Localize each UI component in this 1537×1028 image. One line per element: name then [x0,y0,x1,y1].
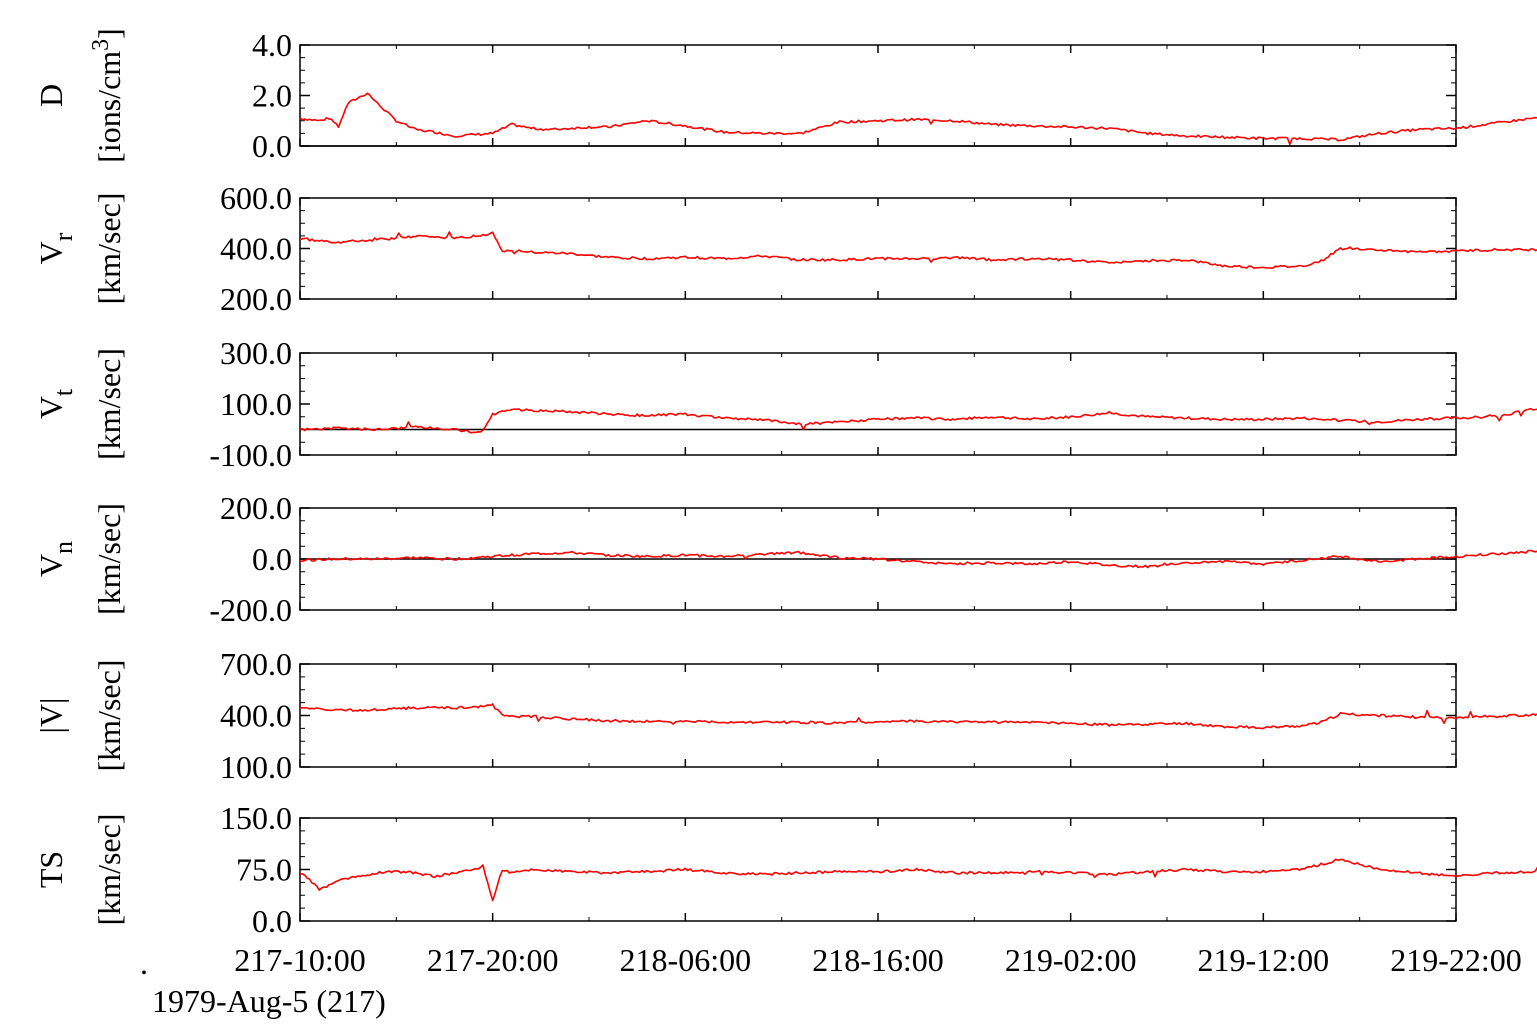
plot-frame [299,352,1457,456]
y-tick-label: -100.0 [209,437,292,473]
y-tick-label: 400.0 [220,231,292,267]
y-tick-label: 0.0 [252,903,292,939]
panel-4: 200.0 0.0 -200.0 Vn [km/sec] [33,490,1537,628]
y-axis-unit: [km/sec] [91,503,127,615]
y-tick-label: 100.0 [220,386,292,422]
y-tick-label: 75.0 [236,852,292,888]
plot-frame [299,44,1457,147]
leading-dot: . [140,945,148,981]
y-axis-symbol: D [33,84,69,107]
x-tick-label: 217-10:00 [234,942,366,978]
series-line [299,231,1537,269]
y-axis-unit: [km/sec] [91,814,127,926]
plot-frame [299,663,1457,768]
y-tick-label: 0.0 [252,128,292,164]
y-tick-label: 200.0 [220,490,292,526]
y-tick-label: 700.0 [220,646,292,682]
panel-5: 700.0 400.0 100.0 |V| [km/sec] [33,646,1537,785]
y-axis-symbol: TS [33,851,69,888]
y-tick-label: 300.0 [220,335,292,371]
y-axis-unit: [km/sec] [91,193,127,305]
panels: 4.0 2.0 0.0 D [ions/cm3] 600.0 400.0 200.0 Vr [km… [33,27,1537,978]
panel-3: 300.0 100.0 -100.0 Vt [km/sec] [33,335,1537,473]
y-tick-label: 100.0 [220,749,292,785]
y-tick-label: 150.0 [220,800,292,836]
series-line [299,549,1537,569]
y-axis-symbol: Vr [33,232,78,264]
y-axis-symbol: Vn [33,541,78,577]
x-tick-label: 219-12:00 [1198,942,1330,978]
panel-2: 600.0 400.0 200.0 Vr [km/sec] [33,180,1537,317]
y-axis-symbol: Vt [33,388,78,419]
date-label: 1979-Aug-5 (217) [152,983,386,1019]
x-axis: . 1979-Aug-5 (217) [140,945,386,1019]
series-line [299,92,1537,146]
panel-1: 4.0 2.0 0.0 D [ions/cm3] [33,27,1537,164]
y-axis-unit: [km/sec] [91,348,127,460]
x-tick-label: 219-22:00 [1390,942,1522,978]
y-tick-label: 400.0 [220,698,292,734]
y-tick-label: 0.0 [252,541,292,577]
series-line [299,858,1537,902]
y-tick-label: 2.0 [252,78,292,114]
y-tick-label: 200.0 [220,281,292,317]
x-tick-label: 217-20:00 [427,942,559,978]
y-tick-label: -200.0 [209,592,292,628]
y-tick-label: 4.0 [252,27,292,63]
x-tick-label: 218-06:00 [620,942,752,978]
panel-6: 150.0 75.0 0.0 TS [km/sec] 217-10:00 217-20:00… [33,800,1537,978]
x-tick-label: 218-16:00 [812,942,944,978]
y-axis-unit: [ions/cm3] [88,28,127,163]
y-axis-symbol: |V| [33,698,69,734]
y-axis-unit: [km/sec] [91,660,127,772]
series-line [299,407,1537,434]
plot-frame [299,197,1457,300]
x-tick-label: 219-02:00 [1005,942,1137,978]
y-tick-label: 600.0 [220,180,292,216]
series-line [299,703,1537,730]
